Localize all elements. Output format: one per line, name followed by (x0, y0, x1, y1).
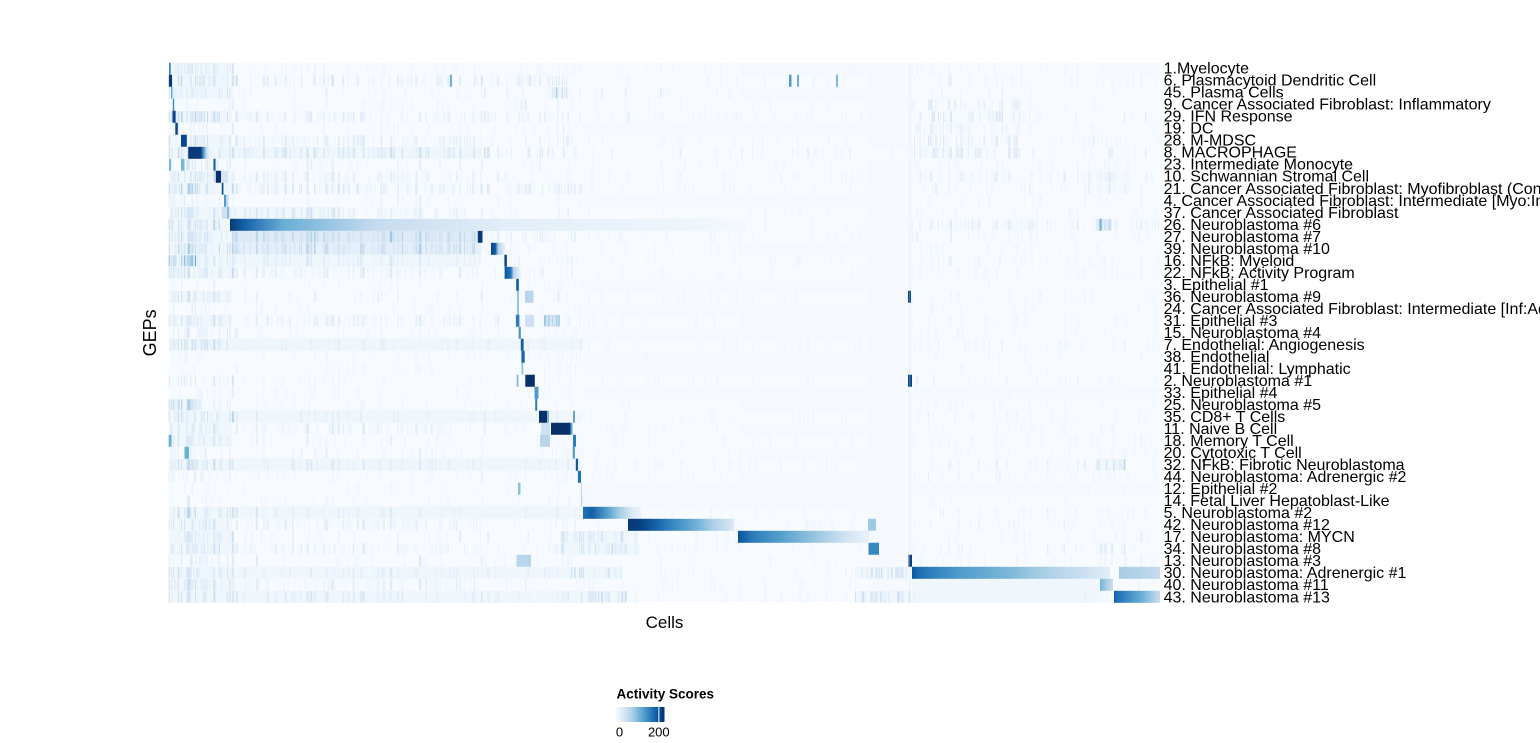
svg-text:41. Endothelial: Lymphatic: 41. Endothelial: Lymphatic (1164, 361, 1351, 378)
svg-text:32. NFkB: Fibrotic Neuroblasto: 32. NFkB: Fibrotic Neuroblastoma (1164, 457, 1405, 474)
svg-text:25. Neuroblastoma #5: 25. Neuroblastoma #5 (1164, 397, 1322, 414)
svg-text:44. Neuroblastoma: Adrenergic: 44. Neuroblastoma: Adrenergic #2 (1164, 469, 1407, 486)
svg-text:37. Cancer Associated Fibrobla: 37. Cancer Associated Fibroblast (1164, 205, 1399, 222)
svg-text:GEPs: GEPs (140, 309, 160, 356)
svg-text:16. NFkB: Myeloid: 16. NFkB: Myeloid (1164, 253, 1295, 270)
svg-text:28. M-MDSC: 28. M-MDSC (1164, 133, 1256, 150)
svg-text:34. Neuroblastoma #8: 34. Neuroblastoma #8 (1164, 541, 1322, 558)
svg-text:30. Neuroblastoma: Adrenergic: 30. Neuroblastoma: Adrenergic #1 (1164, 565, 1407, 582)
svg-text:12. Epithelial #2: 12. Epithelial #2 (1164, 481, 1278, 498)
svg-text:45. Plasma Cells: 45. Plasma Cells (1164, 85, 1284, 102)
svg-text:24. Cancer Associated Fibrobla: 24. Cancer Associated Fibroblast: Interm… (1164, 301, 1540, 318)
svg-text:1.Myelocyte: 1.Myelocyte (1164, 61, 1249, 78)
svg-text:4. Cancer Associated Fibroblas: 4. Cancer Associated Fibroblast: Interme… (1164, 193, 1540, 210)
svg-text:10. Schwannian Stromal Cell: 10. Schwannian Stromal Cell (1164, 169, 1369, 186)
svg-text:43. Neuroblastoma #13: 43. Neuroblastoma #13 (1164, 589, 1330, 606)
svg-text:6. Plasmacytoid Dendritic Cell: 6. Plasmacytoid Dendritic Cell (1164, 73, 1377, 90)
svg-text:20. Cytotoxic T Cell: 20. Cytotoxic T Cell (1164, 445, 1302, 462)
svg-text:29. IFN Response: 29. IFN Response (1164, 109, 1293, 126)
svg-text:40. Neuroblastoma #11: 40. Neuroblastoma #11 (1164, 577, 1329, 594)
svg-text:33. Epithelial #4: 33. Epithelial #4 (1164, 385, 1278, 402)
svg-text:21. Cancer Associated Fibrobla: 21. Cancer Associated Fibroblast: Myofib… (1164, 181, 1540, 198)
svg-text:15. Neuroblastoma #4: 15. Neuroblastoma #4 (1164, 325, 1322, 342)
svg-text:17. Neuroblastoma: MYCN: 17. Neuroblastoma: MYCN (1164, 529, 1355, 546)
svg-text:3. Epithelial #1: 3. Epithelial #1 (1164, 277, 1269, 294)
svg-text:200: 200 (648, 725, 670, 740)
svg-text:7. Endothelial: Angiogenesis: 7. Endothelial: Angiogenesis (1164, 337, 1365, 354)
svg-text:0: 0 (616, 725, 623, 740)
svg-text:23. Intermediate Monocyte: 23. Intermediate Monocyte (1164, 157, 1354, 174)
svg-text:8. MACROPHAGE: 8. MACROPHAGE (1164, 145, 1297, 162)
svg-text:11. Naive B Cell: 11. Naive B Cell (1164, 421, 1278, 438)
svg-text:18. Memory T Cell: 18. Memory T Cell (1164, 433, 1294, 450)
svg-text:39. Neuroblastoma #10: 39. Neuroblastoma #10 (1164, 241, 1330, 258)
svg-text:26. Neuroblastoma #6: 26. Neuroblastoma #6 (1164, 217, 1322, 234)
svg-text:31. Epithelial #3: 31. Epithelial #3 (1164, 313, 1278, 330)
svg-text:22. NFkB: Activity Program: 22. NFkB: Activity Program (1164, 265, 1355, 282)
svg-text:27. Neuroblastoma #7: 27. Neuroblastoma #7 (1164, 229, 1322, 246)
svg-text:42. Neuroblastoma #12: 42. Neuroblastoma #12 (1164, 517, 1330, 534)
svg-text:14. Fetal Liver Hepatoblast-Li: 14. Fetal Liver Hepatoblast-Like (1164, 493, 1390, 510)
svg-text:2. Neuroblastoma #1: 2. Neuroblastoma #1 (1164, 373, 1313, 390)
svg-text:19. DC: 19. DC (1164, 121, 1214, 138)
svg-text:Cells: Cells (646, 613, 684, 632)
svg-text:Activity Scores: Activity Scores (617, 687, 715, 702)
svg-text:9. Cancer Associated Fibroblas: 9. Cancer Associated Fibroblast: Inflamm… (1164, 97, 1491, 114)
svg-text:13. Neuroblastoma #3: 13. Neuroblastoma #3 (1164, 553, 1322, 570)
svg-text:38. Endothelial: 38. Endothelial (1164, 349, 1270, 366)
svg-text:5. Neuroblastoma #2: 5. Neuroblastoma #2 (1164, 505, 1313, 522)
svg-text:35. CD8+ T Cells: 35. CD8+ T Cells (1164, 409, 1286, 426)
svg-text:36. Neuroblastoma #9: 36. Neuroblastoma #9 (1164, 289, 1322, 306)
